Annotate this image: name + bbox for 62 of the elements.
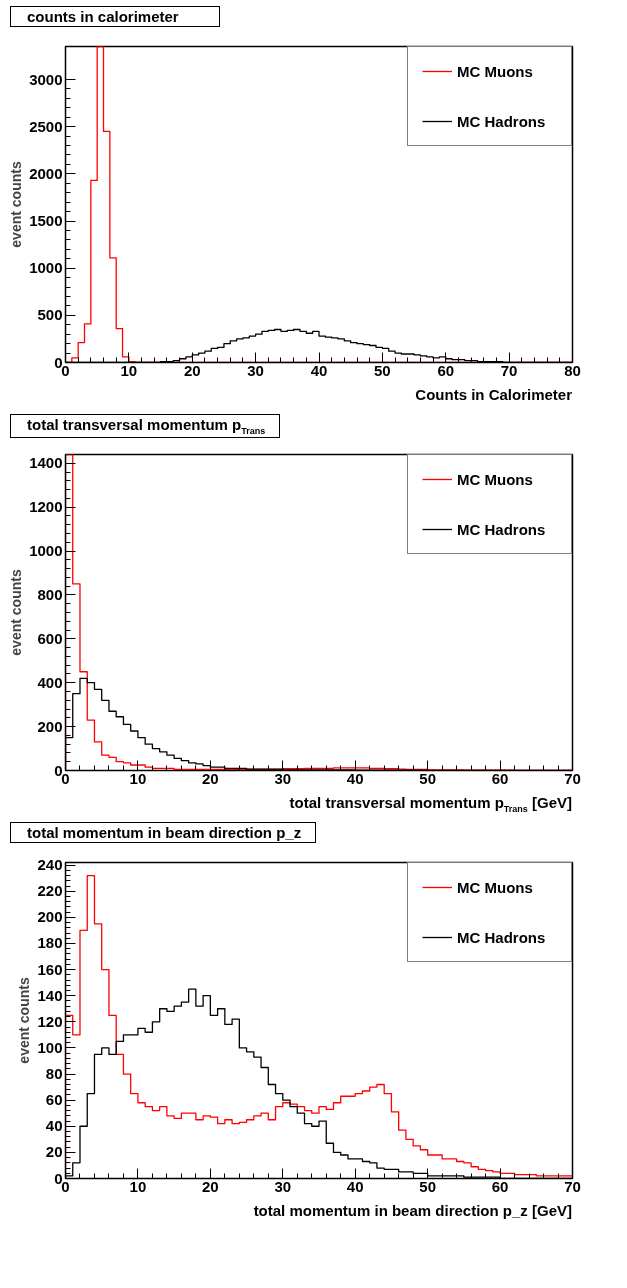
x-tick-label: 70 [564,1177,581,1195]
y-tick-label: 160 [37,960,63,978]
legend-label: MC Muons [457,878,534,896]
x-tick-label: 40 [346,769,364,787]
legend-label: MC Hadrons [457,520,547,538]
y-tick-label: 220 [37,882,63,900]
y-axis-title: event counts [8,569,25,656]
y-tick-label: 500 [37,306,63,324]
x-axis-title: total transversal momentum p$_{Trans}$ [GeV] [288,794,572,816]
y-tick-label: 140 [37,986,63,1004]
chart-title: total transversal momentum p$_{Trans}$ [10,414,281,438]
y-tick-label: 400 [37,673,63,691]
x-tick-label: 30 [274,1177,292,1195]
x-tick-label: 50 [374,361,391,379]
x-tick-label: 80 [564,361,581,379]
y-tick-label: 200 [37,717,63,735]
y-tick-label: 200 [37,908,63,926]
y-tick-label: 40 [45,1117,63,1135]
legend-label: MC Muons [457,470,534,488]
x-axis-title: total momentum in beam direction p_z [GeV] [252,1202,572,1220]
x-tick-label: 40 [310,361,328,379]
y-axis-title: event counts [16,977,33,1064]
x-tick-label: 20 [183,361,201,379]
x-tick-label: 60 [491,1177,509,1195]
chart-title: total momentum in beam direction p_z [10,822,317,843]
x-tick-label: 10 [129,769,147,787]
y-tick-label: 100 [37,1038,63,1056]
x-tick-label: 60 [491,769,509,787]
y-tick-label: 2000 [29,164,63,182]
y-tick-label: 600 [37,629,63,647]
y-tick-label: 3000 [29,70,63,88]
x-tick-label: 60 [437,361,455,379]
x-tick-label: 70 [564,769,581,787]
y-tick-label: 1000 [29,542,63,560]
chart-title: counts in calorimeter [10,6,220,27]
x-tick-label: 10 [120,361,138,379]
legend-label: MC Muons [457,62,534,80]
x-tick-label: 50 [419,769,436,787]
x-tick-label: 30 [274,769,292,787]
x-tick-label: 50 [419,1177,436,1195]
y-tick-label: 2500 [29,117,63,135]
y-tick-label: 180 [37,934,63,952]
x-axis-title: Counts in Calorimeter [414,386,572,404]
x-tick-label: 20 [202,1177,219,1195]
x-tick-label: 70 [500,361,518,379]
y-tick-label: 1500 [29,212,63,230]
x-tick-label: 20 [202,769,219,787]
y-tick-label: 20 [45,1143,63,1161]
y-tick-label: 1000 [29,259,63,277]
y-tick-label: 60 [45,1091,63,1109]
y-tick-label: 120 [37,1012,63,1030]
y-axis-title: event counts [8,161,25,248]
y-tick-label: 1200 [29,498,63,516]
x-tick-label: 10 [129,1177,147,1195]
y-tick-label: 1400 [29,454,63,472]
y-tick-label: 80 [45,1065,63,1083]
y-tick-label: 800 [37,585,63,603]
legend-label: MC Hadrons [457,112,547,130]
x-tick-label: 30 [247,361,264,379]
y-tick-label: 240 [37,856,63,874]
legend-label: MC Hadrons [457,928,547,946]
x-tick-label: 40 [346,1177,364,1195]
